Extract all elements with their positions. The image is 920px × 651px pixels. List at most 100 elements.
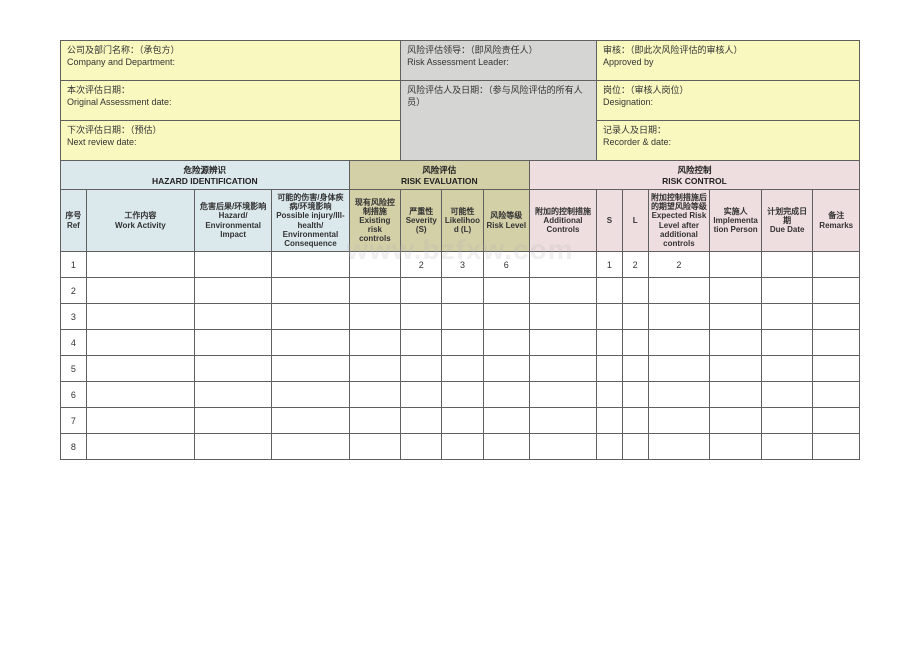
col-hazard: 危害后果/环境影响 Hazard/ Environmental Impact xyxy=(194,190,271,252)
cell xyxy=(529,434,596,460)
cell xyxy=(622,356,648,382)
cell xyxy=(761,278,813,304)
cell xyxy=(194,434,271,460)
cell xyxy=(349,434,401,460)
cell xyxy=(483,408,529,434)
nextdate-cell: 下次评估日期：（预估） Next review date: xyxy=(61,121,401,161)
cell xyxy=(710,408,762,434)
next-cn: 下次评估日期：（预估） xyxy=(67,125,394,137)
cell xyxy=(86,408,194,434)
cell xyxy=(349,382,401,408)
eval-section-cn: 风险评估 xyxy=(350,164,529,176)
cell xyxy=(483,434,529,460)
cell xyxy=(529,408,596,434)
cell xyxy=(648,278,710,304)
cell xyxy=(761,408,813,434)
cell xyxy=(401,434,442,460)
cell xyxy=(761,356,813,382)
cell xyxy=(710,304,762,330)
cell xyxy=(194,382,271,408)
cell: 2 xyxy=(622,252,648,278)
cell xyxy=(813,304,860,330)
cell: 2 xyxy=(61,278,87,304)
col-injury: 可能的伤害/身体疾病/环境影响 Possible injury/Ill-heal… xyxy=(272,190,349,252)
cell xyxy=(349,252,401,278)
cell xyxy=(349,356,401,382)
cell xyxy=(442,330,483,356)
cell: 2 xyxy=(401,252,442,278)
cell xyxy=(483,382,529,408)
cell xyxy=(401,356,442,382)
cell xyxy=(483,278,529,304)
cell xyxy=(813,382,860,408)
cell xyxy=(272,434,349,460)
cell xyxy=(622,330,648,356)
cell: 6 xyxy=(61,382,87,408)
cell xyxy=(710,356,762,382)
eval-section: 风险评估 RISK EVALUATION xyxy=(349,161,529,190)
cell xyxy=(442,356,483,382)
cell xyxy=(710,382,762,408)
cell xyxy=(710,434,762,460)
cell xyxy=(272,252,349,278)
col-expected: 附加控制措施后的期望风险等级 Expected Risk Level after… xyxy=(648,190,710,252)
cell xyxy=(272,408,349,434)
orig-en: Original Assessment date: xyxy=(67,97,394,109)
cell: 3 xyxy=(442,252,483,278)
approve-cn: 审核：（即此次风险评估的审核人） xyxy=(603,45,853,57)
cell xyxy=(648,330,710,356)
col-additional: 附加的控制措施 Additional Controls xyxy=(529,190,596,252)
cell xyxy=(86,434,194,460)
cell xyxy=(272,330,349,356)
persons-cell: 风险评估人及日期：（参与风险评估的所有人员） xyxy=(401,81,597,161)
col-s: S xyxy=(596,190,622,252)
cell xyxy=(194,356,271,382)
cell xyxy=(529,356,596,382)
cell: 5 xyxy=(61,356,87,382)
cell xyxy=(86,278,194,304)
cell: 4 xyxy=(61,330,87,356)
cell xyxy=(529,304,596,330)
cell xyxy=(596,356,622,382)
company-en: Company and Department: xyxy=(67,57,394,69)
cell xyxy=(194,304,271,330)
table-row: 2 xyxy=(61,278,860,304)
cell xyxy=(442,408,483,434)
cell: 2 xyxy=(648,252,710,278)
cell xyxy=(401,304,442,330)
cell xyxy=(349,408,401,434)
cell: 7 xyxy=(61,408,87,434)
eval-section-en: RISK EVALUATION xyxy=(350,176,529,186)
origdate-cell: 本次评估日期： Original Assessment date: xyxy=(61,81,401,121)
orig-cn: 本次评估日期： xyxy=(67,85,394,97)
cell xyxy=(596,408,622,434)
cell xyxy=(596,382,622,408)
cell: 8 xyxy=(61,434,87,460)
col-activity: 工作内容 Work Activity xyxy=(86,190,194,252)
table-row: 3 xyxy=(61,304,860,330)
cell xyxy=(813,278,860,304)
cell xyxy=(622,304,648,330)
col-severity: 严重性 Severity (S) xyxy=(401,190,442,252)
cell xyxy=(813,356,860,382)
cell xyxy=(596,434,622,460)
control-section-en: RISK CONTROL xyxy=(530,176,859,186)
cell xyxy=(86,330,194,356)
cell xyxy=(648,408,710,434)
cell xyxy=(401,382,442,408)
cell xyxy=(272,304,349,330)
recorder-cell: 记录人及日期： Recorder & date: xyxy=(596,121,859,161)
cell xyxy=(86,252,194,278)
cell xyxy=(442,382,483,408)
cell: 3 xyxy=(61,304,87,330)
cell xyxy=(648,304,710,330)
table-row: 8 xyxy=(61,434,860,460)
company-cell: 公司及部门名称：（承包方） Company and Department: xyxy=(61,41,401,81)
hazard-section-en: HAZARD IDENTIFICATION xyxy=(61,176,349,186)
cell xyxy=(596,304,622,330)
col-likelihood: 可能性 Likelihood (L) xyxy=(442,190,483,252)
cell xyxy=(194,278,271,304)
cell xyxy=(272,278,349,304)
cell xyxy=(401,408,442,434)
persons-cn: 风险评估人及日期：（参与风险评估的所有人员） xyxy=(407,85,590,108)
